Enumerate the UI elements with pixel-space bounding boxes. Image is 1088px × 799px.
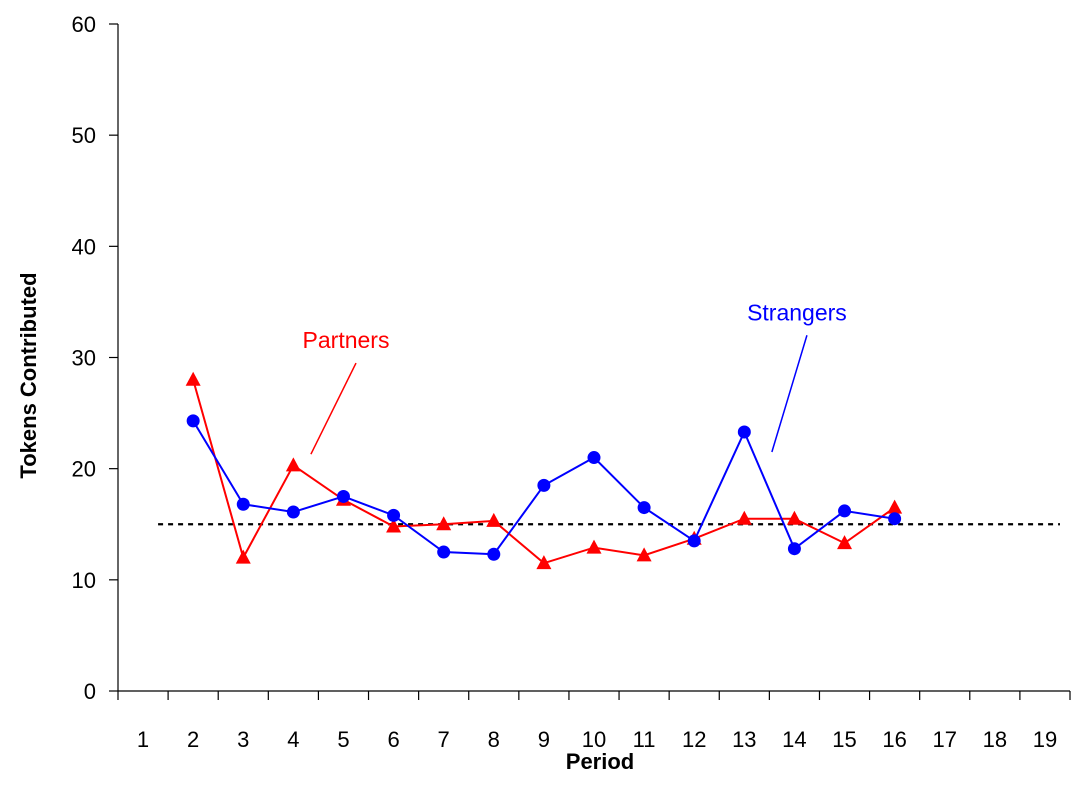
data-point [687,534,701,548]
data-point [637,501,651,515]
x-tick-label: 13 [732,727,756,752]
x-tick-label: 7 [438,727,450,752]
series-label-strangers: Strangers [747,299,847,325]
annotation-arrows: Partners Strangers [303,299,847,455]
y-axis-ticks: 0 10 20 30 40 50 60 [72,12,118,704]
x-tick-label: 9 [538,727,550,752]
data-point [235,549,251,564]
data-point [285,457,301,472]
data-point [436,516,452,531]
data-point [787,542,801,556]
x-tick-label: 14 [782,727,806,752]
data-point [838,504,852,518]
series-label-partners: Partners [303,327,390,353]
series-group [185,371,903,570]
data-point [437,545,451,559]
x-tick-label: 12 [682,727,706,752]
data-point [186,414,200,428]
data-point [387,508,401,522]
series-strangers [186,414,902,561]
y-axis-title: Tokens Contributed [16,272,41,478]
annotation-pointer-line [771,335,808,453]
data-point [736,510,752,525]
y-tick-label: 30 [72,346,96,371]
x-tick-label: 5 [337,727,349,752]
x-tick-label: 6 [387,727,399,752]
data-point [236,497,250,511]
x-tick-label: 18 [983,727,1007,752]
x-tick-label: 11 [633,727,656,752]
data-point [737,425,751,439]
x-tick-label: 3 [237,727,249,752]
data-point [286,505,300,519]
y-tick-label: 40 [72,234,96,259]
data-point [386,518,402,533]
x-tick-label: 1 [137,727,149,752]
x-tick-label: 4 [287,727,299,752]
x-tick-label: 16 [882,727,906,752]
data-point [537,478,551,492]
data-point [486,512,502,527]
data-point [536,555,552,570]
x-tick-label: 17 [932,727,956,752]
data-point [888,512,902,526]
y-tick-label: 10 [72,568,96,593]
y-tick-label: 50 [72,123,96,148]
x-axis-title: Period [566,749,634,774]
data-point [887,499,903,514]
x-tick-label: 2 [187,727,199,752]
data-point [636,547,652,562]
data-point [586,539,602,554]
data-point [336,489,350,503]
y-tick-label: 0 [84,679,96,704]
data-point [185,371,201,386]
series-partners [185,371,903,570]
data-point [587,451,601,465]
y-tick-label: 60 [72,12,96,37]
data-point [837,535,853,550]
x-tick-label: 15 [832,727,856,752]
annotation-pointer-line [310,362,357,455]
x-tick-label: 8 [488,727,500,752]
data-point [487,547,501,561]
x-tick-label: 19 [1033,727,1057,752]
x-tick-label: 10 [582,727,606,752]
x-axis-ticks: 1 2 3 4 5 6 7 8 9 10 11 12 13 14 15 16 17 18 19 [117,691,1071,752]
data-point [786,510,802,525]
y-tick-label: 20 [72,457,96,482]
